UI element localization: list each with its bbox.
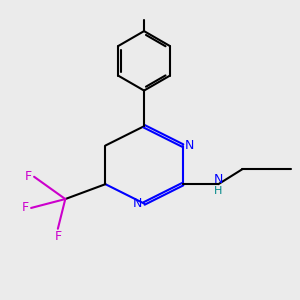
Text: F: F bbox=[54, 230, 61, 243]
Text: F: F bbox=[25, 170, 32, 183]
Text: F: F bbox=[22, 201, 29, 214]
Text: N: N bbox=[184, 139, 194, 152]
Text: H: H bbox=[214, 186, 223, 196]
Text: N: N bbox=[214, 173, 223, 186]
Text: N: N bbox=[133, 197, 142, 210]
